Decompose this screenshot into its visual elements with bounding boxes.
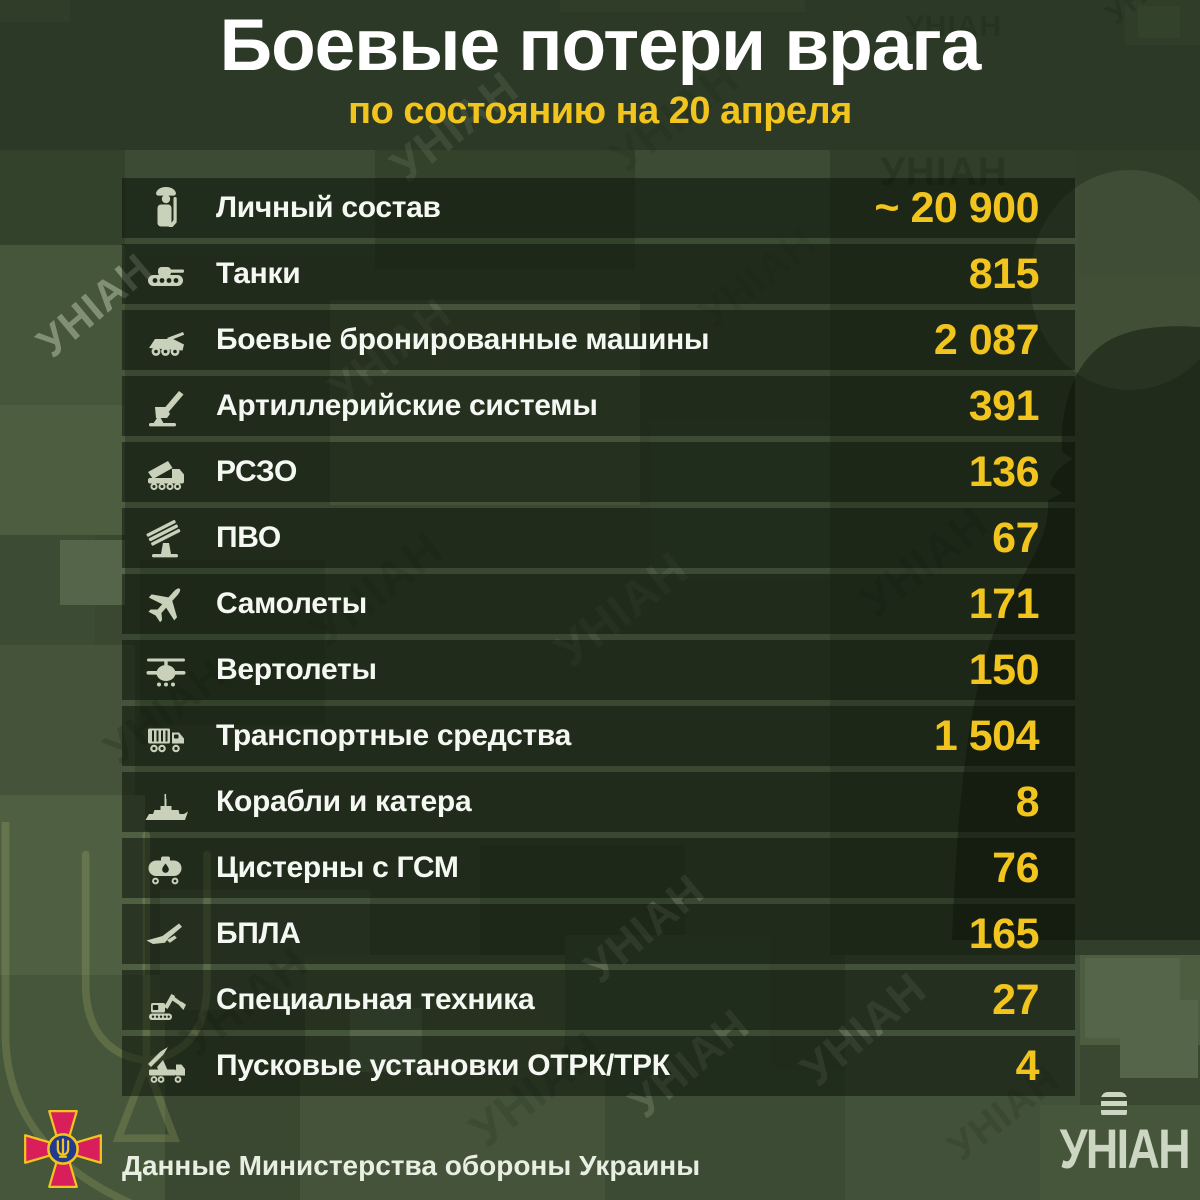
camo-patch (1138, 6, 1180, 38)
table-row: Самолеты 171 (122, 574, 1075, 634)
unian-logo: УНІАН (1046, 1092, 1191, 1180)
row-value: 67 (992, 513, 1039, 562)
row-label: Специальная техника (216, 983, 535, 1016)
row-label: Транспортные средства (216, 719, 571, 752)
uav-icon (140, 910, 192, 958)
excavator-icon (140, 976, 192, 1024)
row-value: 150 (968, 645, 1040, 694)
table-row: РСЗО 136 (122, 442, 1075, 502)
row-value: 4 (1015, 1041, 1040, 1090)
row-value: 171 (968, 579, 1040, 628)
row-label: Цистерны с ГСМ (216, 851, 459, 884)
row-label: Корабли и катера (216, 785, 472, 818)
unian-logo-text: УНІАН (1059, 1117, 1191, 1180)
artillery-icon (140, 382, 192, 430)
table-row: Танки 815 (122, 244, 1075, 304)
unian-logo-dot-icon (1101, 1092, 1127, 1119)
row-label: Боевые бронированные машины (216, 323, 710, 356)
table-row: БПЛА 165 (122, 904, 1075, 964)
row-label: Танки (216, 257, 301, 290)
row-label: ПВО (216, 521, 281, 554)
camo-patch (1120, 1000, 1198, 1078)
fuel-tank-icon (140, 844, 192, 892)
row-label: Пусковые установки ОТРК/ТРК (216, 1049, 670, 1082)
missile-launcher-icon (140, 1042, 192, 1090)
camo-patch (60, 540, 125, 605)
row-value: 2 087 (933, 315, 1040, 364)
row-value: 165 (968, 909, 1040, 958)
unian-watermark: УНІАН (905, 10, 1002, 43)
table-row: Артиллерийские системы 391 (122, 376, 1075, 436)
camo-patch (0, 245, 125, 405)
losses-table: Личный состав ~ 20 900 Танки 815 Боевые … (122, 178, 1075, 1096)
row-label: Личный состав (216, 191, 441, 224)
row-value: 391 (968, 381, 1040, 430)
camo-patch (1040, 1105, 1200, 1200)
table-row: Вертолеты 150 (122, 640, 1075, 700)
row-label: Самолеты (216, 587, 367, 620)
row-value: 815 (968, 249, 1040, 298)
row-value: 1 504 (933, 711, 1040, 760)
row-value: 136 (968, 447, 1040, 496)
row-label: БПЛА (216, 917, 301, 950)
table-row: Специальная техника 27 (122, 970, 1075, 1030)
table-row: Пусковые установки ОТРК/ТРК 4 (122, 1036, 1075, 1096)
armed-forces-emblem-icon (24, 1110, 102, 1188)
camo-patch (0, 0, 70, 22)
table-row: Цистерны с ГСМ 76 (122, 838, 1075, 898)
camo-patch (560, 0, 805, 12)
row-label: Вертолеты (216, 653, 377, 686)
header: Боевые потери врага по состоянию на 20 а… (0, 5, 1200, 133)
row-value: 76 (992, 843, 1039, 892)
helicopter-icon (140, 646, 192, 694)
page-subtitle: по состоянию на 20 апреля (348, 89, 852, 132)
truck-icon (140, 712, 192, 760)
apc-icon (140, 316, 192, 364)
camo-patch (1078, 150, 1200, 275)
table-row: Корабли и катера 8 (122, 772, 1075, 832)
table-row: Личный состав ~ 20 900 (122, 178, 1075, 238)
source-note: Данные Министерства обороны Украины (122, 1150, 701, 1181)
row-value: ~ 20 900 (874, 183, 1039, 232)
top-band (0, 0, 1200, 150)
soldier-icon (140, 184, 192, 232)
jet-icon (140, 580, 192, 628)
row-value: 8 (1015, 777, 1040, 826)
row-label: РСЗО (216, 455, 298, 488)
mlrs-icon (140, 448, 192, 496)
table-row: Транспортные средства 1 504 (122, 706, 1075, 766)
ship-icon (140, 778, 192, 826)
camo-patch (0, 150, 135, 245)
row-label: Артиллерийские системы (216, 389, 598, 422)
camo-patch (0, 795, 145, 975)
camo-patch (0, 645, 135, 795)
page-title: Боевые потери врага (219, 5, 982, 86)
table-row: Боевые бронированные машины 2 087 (122, 310, 1075, 370)
table-row: ПВО 67 (122, 508, 1075, 568)
camo-patch (0, 405, 125, 535)
row-value: 27 (992, 975, 1039, 1024)
air-defense-icon (140, 514, 192, 562)
tank-icon (140, 250, 192, 298)
